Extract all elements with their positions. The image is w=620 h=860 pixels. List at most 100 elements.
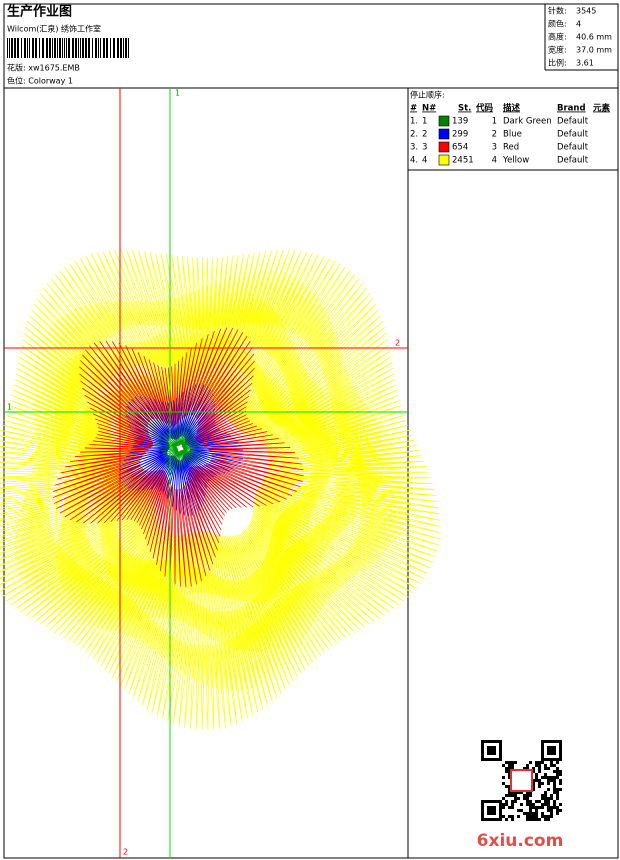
bar — [88, 38, 90, 58]
column-header: 描述 — [503, 103, 521, 114]
qr-module — [526, 812, 529, 815]
stat-value: 37.0 mm — [576, 46, 612, 55]
qr-module — [535, 761, 538, 764]
description: Yellow — [502, 156, 529, 166]
qr-module — [532, 812, 535, 815]
qr-module — [511, 794, 514, 797]
bar — [54, 38, 56, 58]
qr-module — [547, 809, 550, 812]
qr-module — [550, 761, 553, 764]
qr-module — [532, 818, 535, 821]
bar — [29, 38, 30, 58]
bar — [57, 38, 58, 58]
qr-module — [502, 803, 505, 806]
qr-module — [556, 773, 559, 776]
qr-module — [511, 818, 514, 821]
qr-module — [544, 818, 547, 821]
design-name: 花版: xw1675.EMB — [7, 63, 80, 73]
qr-module — [526, 803, 529, 806]
qr-module — [520, 791, 523, 794]
qr-module — [517, 815, 520, 818]
qr-module — [508, 788, 511, 791]
qr-finder — [541, 740, 562, 761]
yellow-stitches — [0, 249, 441, 731]
qr-module — [511, 791, 514, 794]
qr-module — [547, 797, 550, 800]
qr-module — [544, 776, 547, 779]
seq: 3. — [410, 143, 418, 153]
barcode — [7, 38, 129, 58]
qr-module — [550, 776, 553, 779]
description: Dark Green — [503, 117, 552, 127]
bar — [98, 38, 99, 58]
qr-module — [520, 803, 523, 806]
qr-module — [535, 806, 538, 809]
brand: Default — [557, 156, 589, 166]
stat-label: 高度: — [548, 32, 567, 42]
qr-module — [544, 803, 547, 806]
qr-module — [541, 812, 544, 815]
bar — [100, 38, 101, 58]
qr-module — [547, 767, 550, 770]
qr-module — [532, 767, 535, 770]
qr-module — [517, 797, 520, 800]
code: 1 — [492, 117, 497, 127]
qr-module — [553, 770, 556, 773]
title: 生产作业图 — [7, 4, 72, 20]
qr-module — [556, 791, 559, 794]
qr-module — [514, 791, 517, 794]
bar — [39, 38, 40, 58]
qr-module — [508, 767, 511, 770]
qr-module — [553, 806, 556, 809]
qr-module — [526, 797, 529, 800]
qr-module — [535, 815, 538, 818]
bar — [66, 38, 67, 58]
qr-module — [535, 818, 538, 821]
qr-module — [541, 803, 544, 806]
qr-module — [532, 779, 535, 782]
needle: 4 — [422, 156, 427, 166]
qr-module — [532, 806, 535, 809]
qr-module — [550, 812, 553, 815]
qr-module — [553, 776, 556, 779]
bar — [68, 38, 70, 58]
bar — [110, 38, 111, 58]
guide-label: 1 — [175, 89, 180, 98]
qr-module — [556, 806, 559, 809]
bar — [85, 38, 87, 58]
qr-module — [556, 797, 559, 800]
stitches: 2451 — [452, 156, 474, 166]
qr-code — [481, 740, 562, 821]
bar — [95, 38, 97, 58]
qr-module — [541, 797, 544, 800]
qr-module — [553, 803, 556, 806]
qr-module — [544, 815, 547, 818]
qr-module — [553, 764, 556, 767]
qr-module — [547, 782, 550, 785]
stitches: 139 — [452, 117, 468, 127]
qr-module — [559, 803, 562, 806]
stat-label: 颜色: — [548, 19, 567, 29]
qr-module — [508, 761, 511, 764]
bar — [52, 38, 53, 58]
qr-module — [505, 794, 508, 797]
qr-logo — [510, 769, 533, 792]
seq: 4. — [410, 156, 418, 166]
needle: 3 — [422, 143, 427, 153]
guide-label: 2 — [395, 339, 400, 348]
qr-module — [535, 800, 538, 803]
bar — [113, 38, 115, 58]
qr-module — [526, 794, 529, 797]
qr-module — [532, 770, 535, 773]
bar — [128, 38, 129, 58]
qr-module — [538, 770, 541, 773]
qr-module — [556, 767, 559, 770]
stat-label: 宽度: — [548, 45, 567, 55]
guide-label: 1 — [7, 403, 12, 412]
bar — [24, 38, 26, 58]
qr-module — [517, 791, 520, 794]
qr-module — [556, 794, 559, 797]
bar — [64, 38, 65, 58]
qr-module — [541, 782, 544, 785]
